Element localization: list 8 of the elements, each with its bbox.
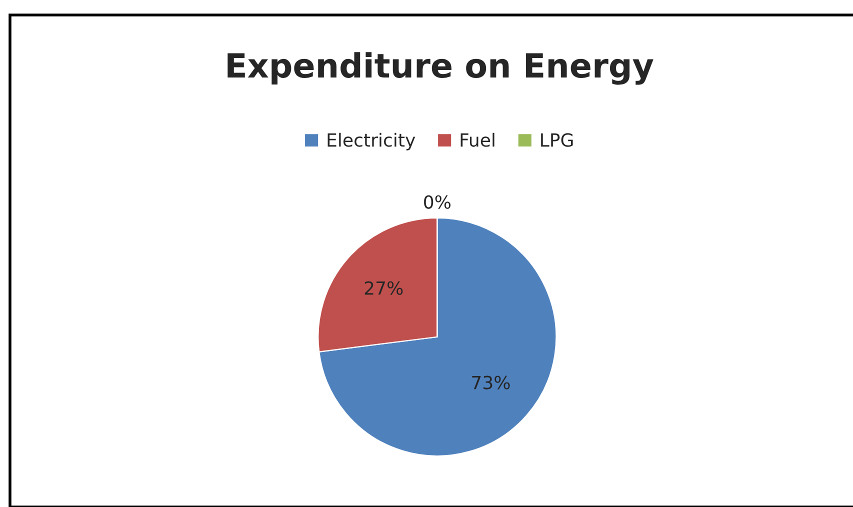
text: 0%: [424, 195, 450, 209]
pie-slice: [318, 217, 557, 456]
legend-label: Electricity: [328, 132, 416, 150]
chart-title: Expenditure on Energy: [228, 52, 654, 85]
legend-label: LPG: [541, 133, 573, 147]
data-label: 27%: [364, 281, 403, 295]
legend-label: Fuel: [460, 132, 494, 147]
data-label: 73%: [472, 376, 510, 390]
